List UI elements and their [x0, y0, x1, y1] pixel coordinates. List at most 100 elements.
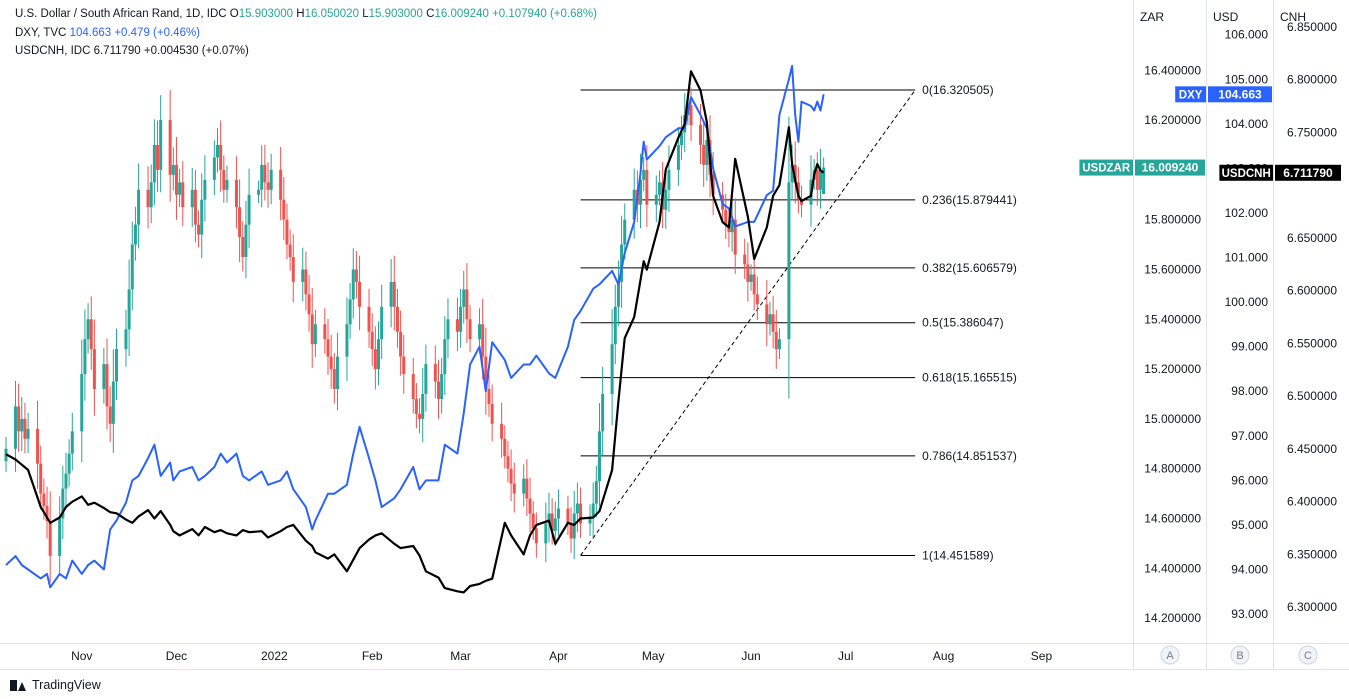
price-tag: [1275, 164, 1341, 181]
overlay-lines: [5, 64, 825, 594]
candle-body: [354, 269, 358, 282]
candle-body: [433, 364, 437, 382]
candle-body: [108, 406, 112, 424]
candle-body: [610, 344, 614, 394]
candle-body: [575, 503, 579, 514]
zar-tick-label: 14.800000: [1144, 462, 1201, 476]
series-name-tag: [1219, 164, 1273, 181]
candle-body: [36, 428, 40, 464]
legend-dxy-symbol: DXY, TVC: [15, 27, 67, 39]
legend-dxy-value: 104.663: [69, 27, 112, 39]
candle-body: [455, 319, 459, 332]
usdzar-candles: [4, 87, 826, 583]
candle-body: [787, 182, 791, 340]
candle-body: [553, 518, 557, 531]
tradingview-footer[interactable]: TradingView: [10, 678, 101, 692]
zar-tick-label: 14.200000: [1144, 611, 1201, 625]
candle-body: [89, 319, 93, 350]
candle-body: [724, 209, 728, 225]
candle-body: [92, 349, 96, 389]
usd-tick-label: 97.000: [1231, 429, 1268, 443]
candle-body: [152, 144, 156, 183]
candle-body: [815, 169, 819, 190]
candle-body: [702, 144, 706, 165]
zar-tick-label: 15.000000: [1144, 412, 1201, 426]
scale-mode-label: C: [1304, 650, 1312, 662]
candle-body: [124, 329, 128, 350]
candle-body: [500, 423, 504, 439]
candle-body: [20, 418, 24, 432]
candle-body: [238, 207, 242, 238]
candle-body: [105, 364, 109, 407]
legend-usdcnh-value: 6.711790: [93, 45, 141, 57]
candle-body: [64, 473, 68, 489]
candle-body: [528, 498, 532, 514]
legend-usdcnh[interactable]: USDCNH, IDC 6.711790 +0.004530 (+0.07%): [15, 45, 249, 57]
candle-body: [411, 374, 415, 399]
usd-axis-header: USD: [1213, 10, 1239, 24]
candle-body: [616, 281, 620, 307]
candle-body: [506, 456, 510, 469]
time-tick-label: Apr: [549, 649, 568, 663]
candle-body: [664, 189, 668, 210]
series-name-label: DXY: [1179, 89, 1203, 101]
candle-body: [389, 281, 393, 307]
usd-tick-label: 98.000: [1231, 384, 1268, 398]
candle-body: [351, 269, 355, 300]
legend-dxy[interactable]: DXY, TVC 104.663 +0.479 (+0.46%): [15, 27, 200, 39]
legend-close-label: C: [426, 8, 435, 20]
series-name-label: USDZAR: [1082, 163, 1131, 175]
candle-body: [219, 144, 223, 170]
candle-body: [550, 513, 554, 531]
candle-body: [522, 478, 526, 494]
candle-body: [544, 523, 548, 544]
cnh-tick-label: 6.750000: [1287, 125, 1337, 139]
usd-tick-label: 93.000: [1231, 607, 1268, 621]
cnh-tick-label: 6.400000: [1287, 495, 1337, 509]
legend-usdzar[interactable]: U.S. Dollar / South African Rand, 1D, ID…: [15, 8, 597, 20]
candle-body: [323, 324, 327, 340]
legend-low-label: L: [362, 8, 369, 20]
zar-tick-label: 15.400000: [1144, 312, 1201, 326]
candle-body: [443, 339, 447, 375]
price-tags: 104.663 DXY 16.009240 USDZAR 6.711790 USDCNH: [1079, 86, 1341, 181]
price-tag-value: 16.009240: [1142, 161, 1199, 175]
usd-tick-label: 106.000: [1225, 28, 1269, 42]
cnh-tick-label: 6.650000: [1287, 231, 1337, 245]
cnh-tick-label: 6.300000: [1287, 600, 1337, 614]
candle-body: [591, 503, 595, 519]
candle-body: [503, 438, 507, 457]
candle-body: [80, 374, 84, 432]
candle-body: [39, 463, 43, 494]
candle-body: [547, 513, 551, 524]
cnh-tick-label: 6.850000: [1287, 20, 1337, 34]
candle-body: [193, 189, 197, 225]
candle-body: [67, 453, 71, 474]
candle-body: [639, 179, 643, 205]
candle-body: [288, 244, 292, 258]
candle-body: [58, 518, 62, 556]
fib-level-label: 0.786(14.851537): [922, 449, 1017, 463]
candle-body: [216, 144, 220, 158]
candle-body: [310, 314, 314, 345]
candle-body: [771, 314, 775, 332]
candle-body: [620, 244, 624, 282]
candle-body: [402, 356, 406, 375]
price-axes: ZAR 14.200000 14.400000 14.600000 14.800000 1…: [1140, 10, 1337, 665]
candle-body: [414, 398, 418, 414]
zar-tick-label: 15.600000: [1144, 262, 1201, 276]
time-tick-label: Mar: [450, 649, 471, 663]
candle-body: [269, 169, 273, 190]
usd-tick-label: 99.000: [1231, 340, 1268, 354]
candle-body: [465, 289, 469, 320]
candle-body: [203, 179, 207, 200]
scale-mode-button: [1160, 645, 1180, 665]
usd-tick-label: 94.000: [1231, 562, 1268, 576]
candle-body: [566, 508, 570, 524]
candle-body: [241, 237, 245, 258]
time-tick-label: Aug: [933, 649, 954, 663]
candle-body: [569, 523, 573, 539]
candle-body: [348, 299, 352, 325]
zar-tick-label: 15.800000: [1144, 213, 1201, 227]
